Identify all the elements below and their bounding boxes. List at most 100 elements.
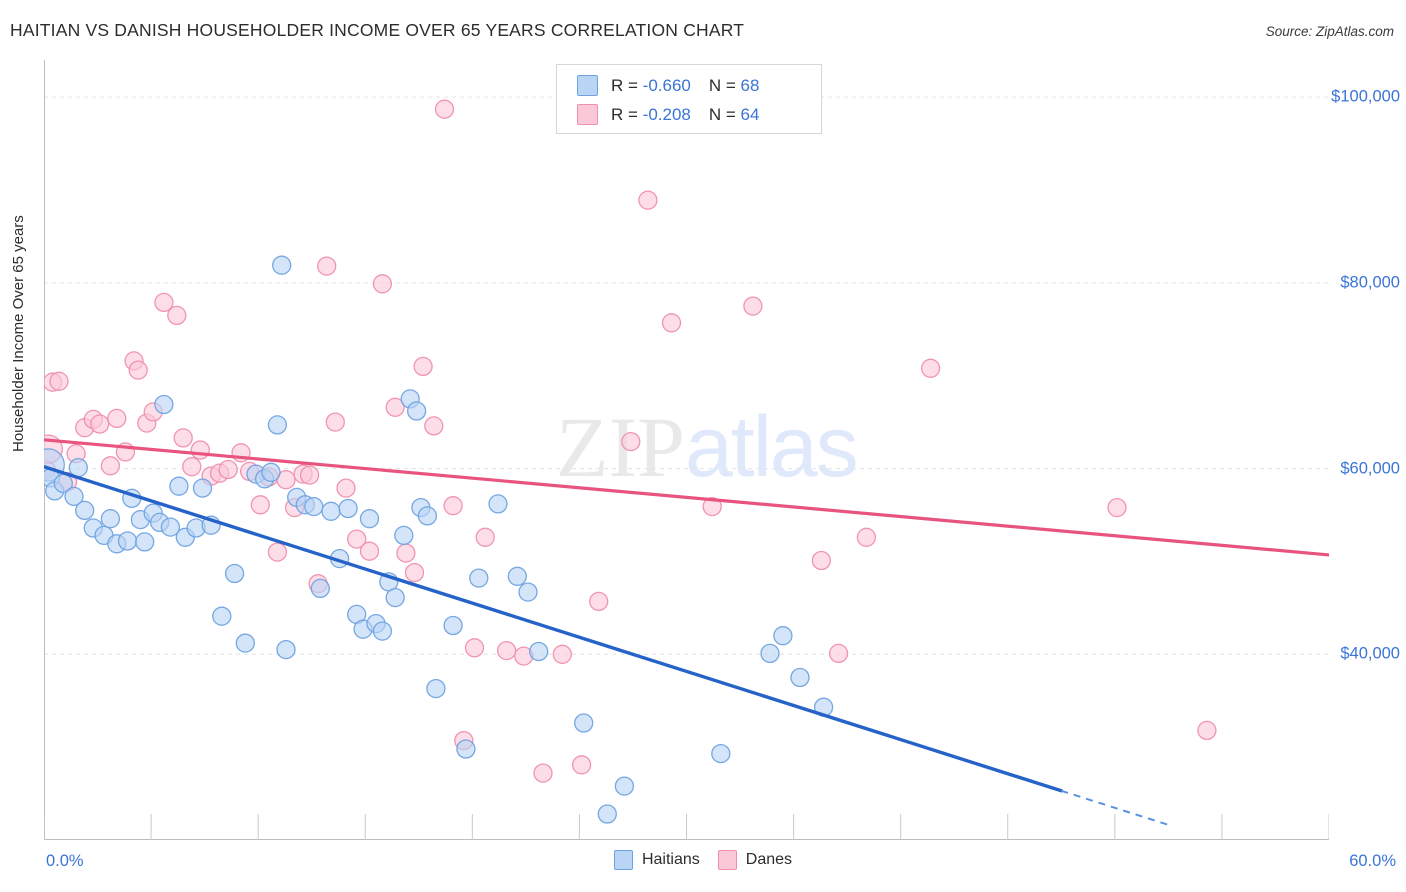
- data-point[interactable]: [760, 643, 780, 664]
- data-point[interactable]: [661, 313, 682, 333]
- data-point[interactable]: [192, 478, 213, 498]
- data-point[interactable]: [154, 394, 174, 415]
- data-point[interactable]: [100, 509, 121, 529]
- data-point[interactable]: [359, 541, 380, 561]
- n-label: N =: [708, 104, 741, 124]
- data-point[interactable]: [338, 498, 358, 519]
- data-point[interactable]: [385, 587, 405, 608]
- data-point[interactable]: [261, 462, 281, 482]
- data-point[interactable]: [299, 465, 320, 485]
- r-label: R =: [611, 104, 643, 124]
- data-point[interactable]: [267, 415, 288, 435]
- data-point[interactable]: [475, 527, 495, 547]
- data-point[interactable]: [325, 412, 345, 432]
- data-point[interactable]: [426, 678, 446, 699]
- data-point[interactable]: [100, 456, 121, 476]
- data-point[interactable]: [64, 486, 84, 507]
- data-point[interactable]: [711, 743, 731, 764]
- data-point[interactable]: [317, 256, 337, 276]
- legend-swatch-haitians: [613, 850, 633, 870]
- data-point[interactable]: [154, 292, 174, 313]
- data-point[interactable]: [404, 562, 425, 583]
- data-point[interactable]: [417, 506, 438, 526]
- data-point[interactable]: [169, 476, 189, 496]
- data-point[interactable]: [160, 517, 181, 537]
- data-point[interactable]: [396, 543, 416, 563]
- data-point[interactable]: [621, 431, 641, 452]
- data-point[interactable]: [167, 305, 187, 326]
- legend-item-haitians[interactable]: Haitians: [613, 850, 700, 870]
- legend-swatch-danes: [717, 850, 737, 870]
- data-point[interactable]: [190, 440, 210, 460]
- data-point[interactable]: [173, 428, 193, 448]
- data-point[interactable]: [614, 776, 635, 796]
- correlation-text: R = -0.660 N = 68: [611, 76, 759, 96]
- data-point[interactable]: [773, 626, 793, 646]
- series-danes: [44, 99, 1217, 783]
- data-point[interactable]: [811, 550, 832, 571]
- data-point[interactable]: [443, 615, 463, 636]
- data-point[interactable]: [107, 408, 127, 429]
- data-point[interactable]: [372, 621, 393, 641]
- data-point[interactable]: [507, 566, 527, 586]
- data-point[interactable]: [434, 99, 455, 119]
- data-point[interactable]: [135, 532, 155, 552]
- data-point[interactable]: [117, 531, 138, 551]
- data-point[interactable]: [856, 527, 877, 547]
- y-tick-label: $60,000: [1340, 459, 1400, 478]
- data-point[interactable]: [372, 274, 393, 294]
- data-point[interactable]: [267, 542, 288, 562]
- data-point[interactable]: [218, 459, 238, 480]
- data-point[interactable]: [1197, 720, 1217, 741]
- data-point[interactable]: [385, 397, 405, 417]
- data-point[interactable]: [443, 496, 463, 516]
- data-point[interactable]: [518, 582, 538, 602]
- data-point[interactable]: [1107, 497, 1127, 518]
- data-point[interactable]: [250, 495, 270, 515]
- data-point[interactable]: [359, 509, 380, 529]
- data-point[interactable]: [920, 358, 941, 378]
- y-tick-label: $100,000: [1331, 87, 1400, 106]
- data-point[interactable]: [638, 190, 658, 210]
- trendline-haitians: [44, 465, 1063, 793]
- data-point[interactable]: [75, 500, 95, 521]
- data-point[interactable]: [574, 713, 594, 733]
- swatch-haitians: [577, 75, 598, 96]
- data-point[interactable]: [310, 578, 330, 599]
- data-point[interactable]: [456, 739, 476, 759]
- data-point[interactable]: [406, 401, 427, 421]
- data-point[interactable]: [743, 296, 763, 316]
- data-point[interactable]: [529, 641, 549, 662]
- data-point[interactable]: [589, 591, 609, 612]
- data-point[interactable]: [182, 457, 202, 477]
- legend-item-danes[interactable]: Danes: [717, 850, 792, 870]
- data-point[interactable]: [394, 525, 414, 546]
- data-point[interactable]: [272, 255, 292, 275]
- data-point[interactable]: [128, 360, 148, 380]
- data-point[interactable]: [347, 529, 367, 549]
- data-point[interactable]: [571, 755, 592, 775]
- data-point[interactable]: [49, 371, 69, 391]
- data-point[interactable]: [212, 606, 232, 626]
- data-point[interactable]: [828, 643, 849, 664]
- data-point[interactable]: [336, 478, 356, 498]
- data-point[interactable]: [597, 804, 617, 824]
- data-point[interactable]: [533, 763, 553, 783]
- data-point[interactable]: [276, 639, 296, 660]
- data-point[interactable]: [496, 640, 517, 661]
- data-point[interactable]: [469, 568, 489, 588]
- data-point[interactable]: [90, 414, 110, 434]
- data-point[interactable]: [224, 563, 245, 584]
- data-point[interactable]: [235, 633, 255, 653]
- data-point[interactable]: [488, 494, 508, 514]
- data-point[interactable]: [424, 416, 444, 436]
- data-point[interactable]: [790, 667, 810, 688]
- data-point[interactable]: [304, 496, 324, 517]
- data-point[interactable]: [552, 644, 572, 664]
- n-value: 68: [740, 75, 760, 95]
- data-point[interactable]: [702, 496, 722, 517]
- data-point[interactable]: [321, 501, 341, 521]
- data-point[interactable]: [413, 356, 433, 377]
- data-point[interactable]: [464, 638, 485, 658]
